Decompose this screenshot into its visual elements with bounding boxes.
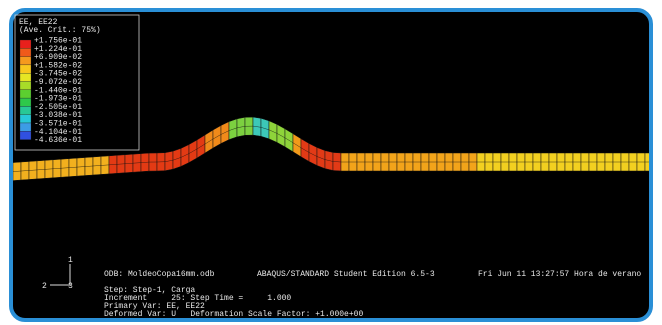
- deformed-mesh: [13, 116, 649, 181]
- mesh-line: [36, 169, 46, 171]
- legend-swatch: [19, 81, 32, 90]
- mesh-line: [28, 169, 38, 171]
- mesh-element: [644, 152, 649, 172]
- mesh-line: [236, 126, 246, 129]
- legend-swatch: [19, 131, 32, 140]
- legend-label: -1.440e-01: [34, 86, 82, 95]
- legend-label: +1.756e-01: [34, 37, 82, 46]
- mesh-line: [140, 161, 150, 163]
- info-text: ODB: MoldeoCopa16mm.odb: [104, 270, 215, 279]
- mesh-line: [196, 143, 206, 150]
- legend-swatch: [19, 114, 32, 124]
- mesh-line: [68, 166, 78, 168]
- legend-swatch: [19, 122, 32, 132]
- mesh-line: [252, 125, 262, 128]
- legend-swatch: [19, 48, 32, 57]
- mesh-line: [76, 166, 86, 168]
- legend-label: -2.505e-01: [34, 103, 82, 112]
- mesh-line: [100, 164, 110, 166]
- legend-label: -4.636e-01: [34, 136, 82, 145]
- mesh-line: [13, 170, 22, 172]
- mesh-line: [84, 165, 94, 167]
- triad-label: 3: [68, 282, 73, 291]
- legend: +1.756e-01+1.224e-01+6.909e-02+1.582e-02…: [19, 37, 82, 145]
- legend-label: -3.571e-01: [34, 120, 82, 129]
- legend-swatch: [19, 39, 32, 49]
- mesh-line: [164, 159, 174, 162]
- info-text: Deformed Var: U Deformation Scale Factor…: [104, 310, 363, 319]
- mesh-line: [204, 138, 214, 145]
- mesh-line: [292, 142, 302, 148]
- mesh-line: [332, 161, 342, 163]
- legend-label: -9.072e-02: [34, 78, 82, 87]
- mesh-line: [300, 147, 310, 153]
- legend-label: +1.224e-01: [34, 45, 82, 54]
- legend-swatch: [19, 106, 32, 115]
- mesh-line: [108, 164, 118, 166]
- mesh-line: [116, 163, 126, 165]
- legend-subtitle: (Ave. Crit.: 75%): [19, 26, 101, 35]
- legend-title: EE, EE22: [19, 18, 58, 27]
- info-text: Primary Var: EE, EE22: [104, 302, 205, 311]
- triad-label: 1: [68, 256, 73, 265]
- mesh-line: [180, 153, 190, 158]
- legend-swatch: [19, 64, 32, 74]
- legend-swatch: [19, 89, 32, 99]
- legend-label: -1.973e-01: [34, 95, 82, 104]
- legend-label: +1.582e-02: [34, 61, 82, 70]
- mesh-line: [220, 130, 230, 135]
- mesh-line: [60, 167, 70, 169]
- info-text: Fri Jun 11 13:27:57 Hora de verano: [478, 270, 641, 279]
- mesh-line: [276, 133, 286, 139]
- legend-label: -3.745e-02: [34, 70, 82, 79]
- mesh-line: [284, 137, 294, 143]
- mesh-line: [228, 127, 238, 131]
- triad-label: 2: [42, 282, 47, 291]
- mesh-line: [132, 162, 142, 164]
- mesh-line: [316, 156, 326, 160]
- mesh-line: [172, 157, 182, 161]
- mesh-line: [52, 168, 62, 169]
- info-text: ABAQUS/STANDARD Student Edition 6.5-3: [257, 270, 435, 279]
- legend-swatch: [19, 56, 32, 66]
- legend-label: +6.909e-02: [34, 53, 82, 62]
- legend-label: -4.104e-01: [34, 128, 82, 137]
- info-text: Increment 25: Step Time = 1.000: [104, 294, 291, 303]
- info-text: Step: Step-1, Carga: [104, 286, 195, 295]
- mesh-line: [308, 152, 318, 157]
- mesh-line: [260, 127, 270, 131]
- mesh-line: [92, 165, 102, 167]
- mesh-line: [20, 170, 30, 172]
- mesh-line: [124, 162, 134, 164]
- legend-label: -3.038e-01: [34, 111, 82, 120]
- mesh-line: [324, 159, 334, 162]
- mesh-line: [212, 134, 222, 140]
- mesh-line: [44, 168, 54, 170]
- mesh-line: [268, 129, 278, 134]
- legend-swatch: [19, 73, 32, 82]
- legend-swatch: [19, 97, 32, 107]
- mesh-line: [188, 148, 198, 154]
- legend-box: [14, 14, 140, 151]
